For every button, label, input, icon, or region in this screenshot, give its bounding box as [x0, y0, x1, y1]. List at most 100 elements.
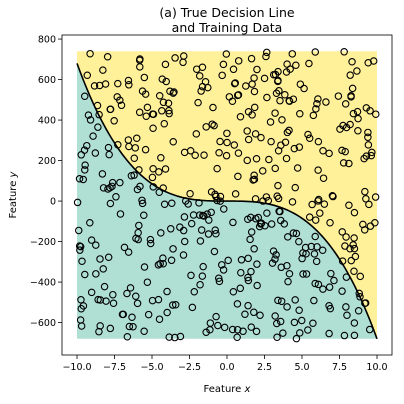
training-point [126, 284, 135, 292]
training-point [207, 208, 215, 217]
training-point [140, 73, 149, 82]
training-point [79, 175, 87, 184]
training-point [295, 237, 303, 246]
training-point [106, 199, 115, 208]
training-point [135, 221, 143, 230]
training-point [311, 216, 320, 224]
training-point [109, 299, 118, 308]
training-point [253, 281, 261, 290]
training-point [84, 111, 93, 119]
training-point [75, 175, 84, 183]
training-point [364, 141, 373, 149]
training-point [312, 105, 320, 113]
training-point [234, 57, 243, 65]
training-point [220, 205, 228, 213]
y-tick-label: 800 [38, 35, 56, 46]
y-axis: −600 −400 −200 0 200 400 600 800 [30, 35, 62, 329]
training-point [345, 159, 353, 168]
training-point [158, 107, 166, 115]
training-point [256, 220, 265, 228]
training-point [141, 145, 150, 154]
training-point [310, 250, 319, 258]
training-point [155, 168, 163, 176]
training-point [237, 268, 245, 277]
training-point [309, 111, 318, 120]
training-point [290, 144, 299, 153]
training-point [281, 138, 290, 146]
x-tick-label: −5.0 [140, 362, 163, 373]
training-point [233, 300, 242, 308]
training-point [218, 261, 226, 269]
training-point [210, 121, 218, 130]
training-point [186, 189, 194, 198]
training-point [143, 278, 152, 286]
training-point [80, 146, 89, 154]
training-point [196, 237, 205, 245]
training-point [123, 333, 132, 341]
training-point [316, 209, 324, 217]
training-point [341, 147, 349, 156]
training-point [176, 332, 185, 341]
training-point [244, 276, 253, 285]
training-point [73, 198, 82, 207]
training-point [288, 198, 297, 206]
training-point [295, 306, 303, 314]
training-point [250, 175, 259, 184]
training-point [261, 221, 269, 230]
training-point [163, 287, 171, 296]
training-point [229, 287, 238, 296]
y-tick-label: −600 [30, 318, 56, 329]
training-point [79, 302, 88, 310]
training-point [104, 143, 113, 152]
training-point [257, 133, 265, 142]
training-point [141, 90, 150, 98]
training-point [186, 146, 195, 155]
training-point [366, 222, 375, 230]
training-point [276, 216, 285, 225]
training-point [169, 89, 177, 97]
training-point [128, 313, 136, 321]
training-point [347, 256, 355, 265]
training-point [354, 306, 363, 315]
training-point [136, 63, 144, 71]
training-point [201, 78, 210, 86]
training-point [349, 241, 357, 249]
training-point [81, 166, 89, 174]
training-point [346, 71, 354, 79]
training-point [146, 235, 155, 244]
training-point [298, 254, 306, 263]
training-point [95, 81, 104, 90]
training-point [125, 81, 133, 89]
training-point [76, 246, 84, 254]
training-point [171, 333, 179, 342]
training-point [96, 296, 105, 304]
training-point [138, 199, 147, 208]
training-point [342, 303, 350, 311]
training-point [253, 260, 261, 268]
training-point [314, 137, 323, 146]
training-point [254, 213, 263, 222]
training-point [239, 327, 247, 336]
training-point [319, 146, 327, 155]
training-point [308, 200, 316, 209]
training-point [285, 97, 294, 105]
training-point [277, 297, 286, 306]
training-point [241, 310, 249, 318]
training-point [365, 200, 373, 209]
training-point [218, 71, 226, 80]
training-point [222, 50, 231, 58]
training-point [216, 137, 224, 146]
training-point [215, 274, 223, 283]
training-point [364, 128, 372, 137]
training-point [130, 154, 139, 162]
training-point [212, 312, 220, 321]
chart-title-line-1: (a) True Decision Line [159, 5, 294, 20]
training-point [305, 134, 314, 143]
training-point [179, 251, 188, 259]
training-point [292, 334, 301, 343]
training-point [236, 112, 245, 121]
training-point [125, 322, 134, 331]
training-point [266, 118, 275, 126]
training-point [253, 65, 261, 74]
